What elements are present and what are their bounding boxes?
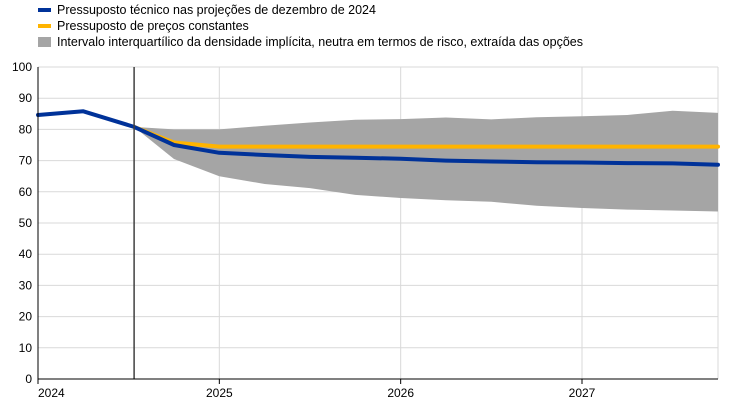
legend: Pressuposto técnico nas projeções de dez… bbox=[38, 2, 583, 50]
y-tick-label: 90 bbox=[19, 91, 33, 105]
series-layer bbox=[36, 109, 720, 167]
y-tick-label: 20 bbox=[19, 310, 33, 324]
x-tick-label: 2024 bbox=[38, 386, 65, 400]
series-line-constant-prices bbox=[132, 124, 720, 149]
y-tick-label: 30 bbox=[19, 278, 33, 292]
legend-label-constant-prices: Pressuposto de preços constantes bbox=[57, 19, 249, 33]
legend-item-constant-prices: Pressuposto de preços constantes bbox=[38, 18, 583, 34]
legend-label-interquartile-range: Intervalo interquartílico da densidade i… bbox=[57, 35, 583, 49]
legend-label-technical-assumption: Pressuposto técnico nas projeções de dez… bbox=[57, 3, 376, 17]
legend-swatch-interquartile-range bbox=[38, 37, 51, 47]
y-tick-label: 0 bbox=[25, 372, 32, 386]
grid bbox=[38, 66, 719, 379]
legend-item-technical-assumption: Pressuposto técnico nas projeções de dez… bbox=[38, 2, 583, 18]
x-tick-label: 2026 bbox=[387, 386, 414, 400]
y-tick-label: 50 bbox=[19, 216, 33, 230]
legend-swatch-constant-prices bbox=[38, 24, 51, 28]
x-tick-label: 2025 bbox=[206, 386, 233, 400]
tick-labels: 0 10 20 30 40 50 60 70 80 90 100 2024 2025 2026 2027 bbox=[12, 60, 596, 400]
series-line-technical-assumption bbox=[36, 109, 720, 167]
axes bbox=[37, 67, 718, 384]
y-tick-label: 40 bbox=[19, 247, 33, 261]
y-tick-label: 100 bbox=[12, 60, 32, 74]
y-tick-label: 70 bbox=[19, 154, 33, 168]
y-tick-label: 10 bbox=[19, 341, 33, 355]
legend-swatch-technical-assumption bbox=[38, 8, 51, 12]
y-tick-label: 80 bbox=[19, 122, 33, 136]
legend-item-interquartile-range: Intervalo interquartílico da densidade i… bbox=[38, 34, 583, 50]
x-tick-label: 2027 bbox=[569, 386, 596, 400]
y-tick-label: 60 bbox=[19, 185, 33, 199]
